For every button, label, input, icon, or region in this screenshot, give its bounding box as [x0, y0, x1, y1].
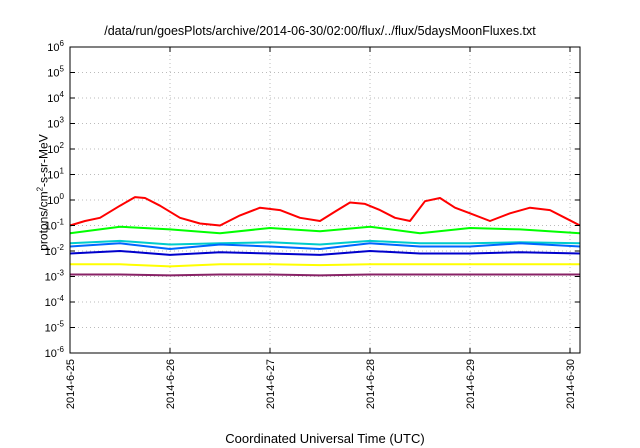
series-line-1	[69, 196, 581, 227]
series-line-3	[69, 239, 581, 246]
x-tick-label: 2014-6-28	[365, 359, 377, 409]
series-line-6	[70, 263, 580, 268]
series-line-4	[69, 242, 581, 250]
x-tick-label: 2014-6-29	[465, 359, 477, 409]
y-tick-label: 106	[47, 39, 64, 54]
y-tick-label: 10-6	[45, 345, 65, 360]
x-tick-label: 2014-6-25	[65, 359, 77, 409]
x-tick-label: 2014-6-30	[565, 359, 577, 409]
y-tick-label: 102	[47, 141, 64, 156]
y-tick-label: 10-2	[45, 243, 65, 258]
chart-title: /data/run/goesPlots/archive/2014-06-30/0…	[104, 24, 536, 38]
y-tick-label: 10-3	[45, 269, 65, 284]
x-tick-label: 2014-6-26	[165, 359, 177, 409]
series-line-5	[69, 250, 581, 256]
y-tick-label: 10-4	[45, 294, 65, 309]
y-axis-label: protons/cm2-s-sr-MeV	[35, 134, 51, 251]
y-tick-label: 103	[47, 116, 64, 131]
y-tick-label: 101	[47, 167, 64, 182]
y-tick-label: 104	[47, 90, 64, 105]
x-tick-label: 2014-6-27	[265, 359, 277, 409]
y-tick-label: 10-5	[45, 320, 65, 335]
y-tick-label: 105	[47, 65, 64, 80]
series-line-2	[69, 225, 581, 235]
x-axis-label: Coordinated Universal Time (UTC)	[225, 431, 425, 446]
y-tick-label: 100	[47, 192, 64, 207]
y-tick-label: 10-1	[45, 218, 65, 233]
series-line-7	[70, 273, 580, 277]
